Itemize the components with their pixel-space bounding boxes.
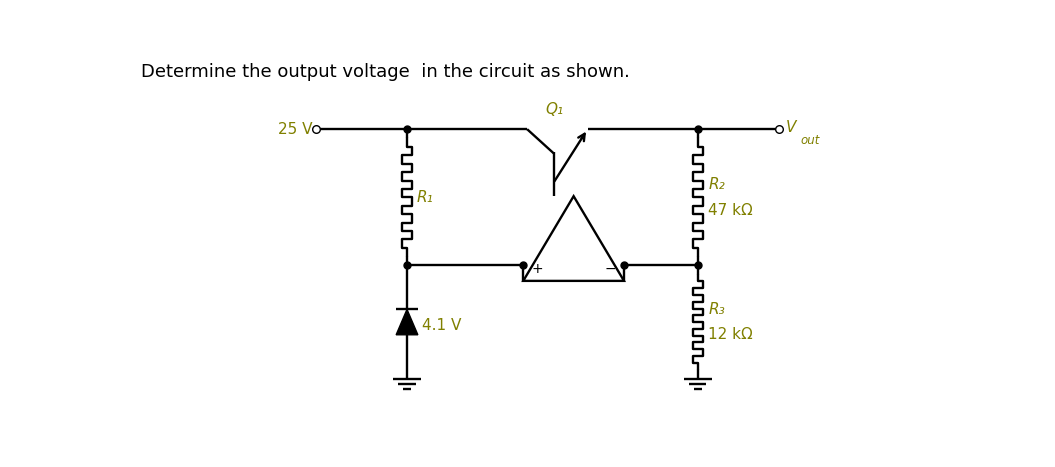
Text: Determine the output voltage  in the circuit as shown.: Determine the output voltage in the circ… [141,63,630,81]
Text: 4.1 V: 4.1 V [422,318,462,333]
Text: 47 kΩ: 47 kΩ [709,203,753,218]
Text: out: out [801,134,820,147]
Text: 25 V: 25 V [277,122,312,137]
Text: Q₁: Q₁ [545,102,563,117]
Text: −: − [605,262,616,276]
Polygon shape [396,309,418,335]
Text: R₃: R₃ [709,302,725,317]
Polygon shape [523,196,624,281]
Text: 12 kΩ: 12 kΩ [709,327,753,342]
Text: V: V [786,120,797,135]
Text: R₂: R₂ [709,177,725,192]
Text: R₁: R₁ [417,190,434,205]
Text: +: + [532,262,543,276]
